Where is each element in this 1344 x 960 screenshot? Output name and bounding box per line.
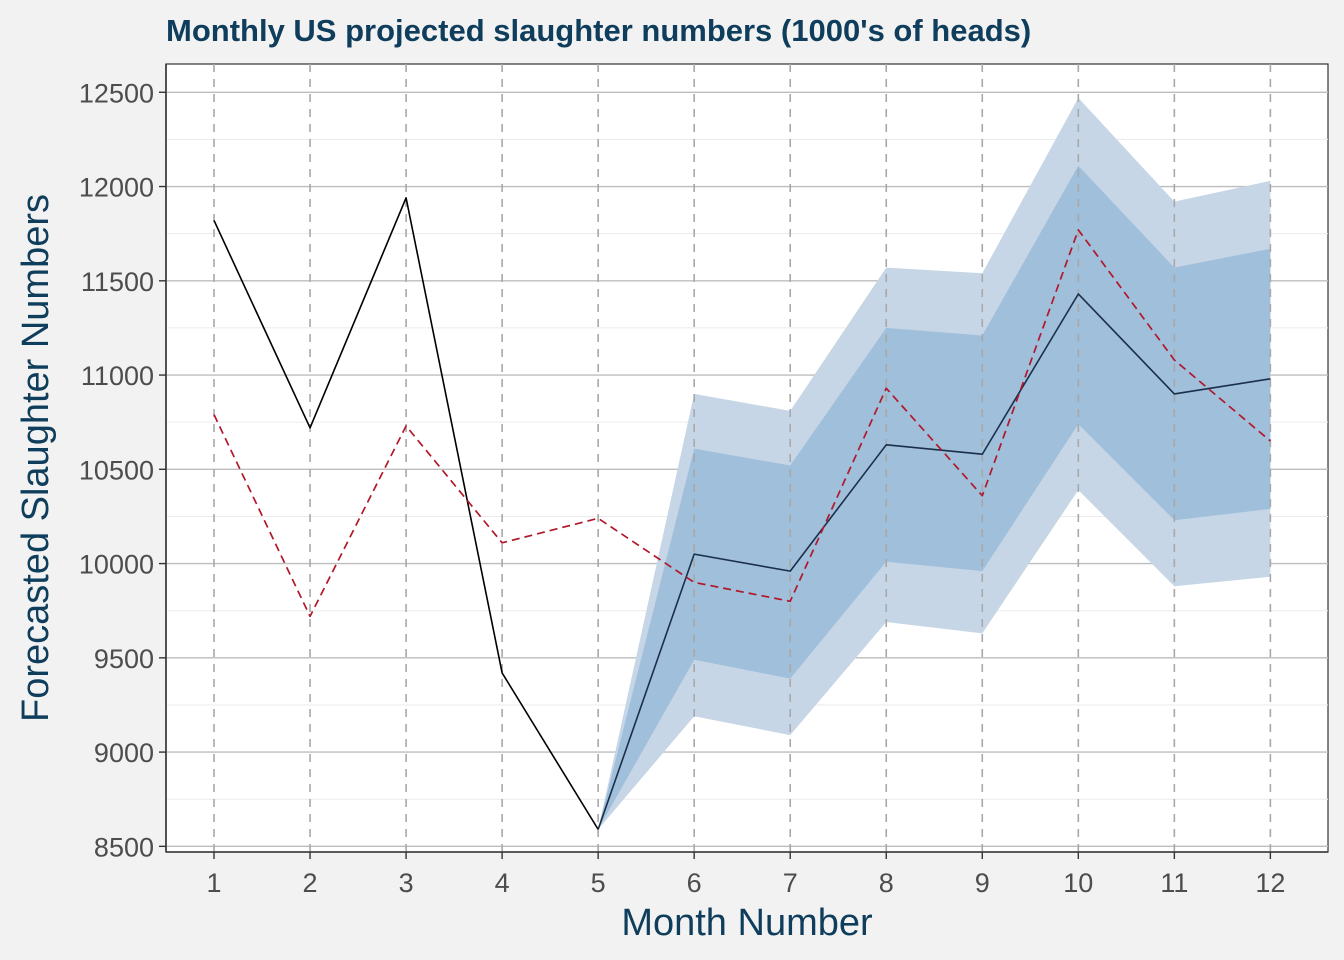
series-line-2 <box>597 293 1271 830</box>
series-line-1 <box>213 197 599 830</box>
x-tick-label: 4 <box>495 868 510 898</box>
x-tick-label: 11 <box>1160 868 1188 898</box>
y-tick-label: 10500 <box>79 455 154 485</box>
x-tick-label: 10 <box>1063 868 1093 898</box>
chart-title: Monthly US projected slaughter numbers (… <box>166 13 1031 48</box>
y-tick-label: 9500 <box>94 644 154 674</box>
x-axis-label: Month Number <box>621 902 873 944</box>
x-tick-label: 8 <box>879 868 894 898</box>
y-tick-label: 10000 <box>79 550 154 580</box>
y-tick-label: 12000 <box>79 173 154 203</box>
series-line-3 <box>213 229 1271 618</box>
y-tick-label: 11000 <box>81 361 154 391</box>
y-tick-label: 11500 <box>81 267 154 297</box>
series-lines <box>213 197 1271 830</box>
y-tick-label: 9000 <box>94 738 154 768</box>
x-tick-label: 6 <box>687 868 702 898</box>
y-axis-label: Forecasted Slaughter Numbers <box>15 194 57 722</box>
y-tick-label: 8500 <box>94 832 154 862</box>
forecast-bands <box>598 97 1271 830</box>
y-axis-ticks: 8500 9000 9500 10000 10500 11000 11500 12000 125… <box>79 78 166 862</box>
x-tick-label: 7 <box>783 868 798 898</box>
vertical-gridlines <box>213 64 1272 852</box>
x-tick-label: 2 <box>303 868 318 898</box>
x-tick-label: 12 <box>1255 868 1285 898</box>
x-axis-ticks: 1 2 3 4 5 6 7 8 9 10 11 12 <box>207 852 1285 898</box>
y-tick-label: 12500 <box>79 78 154 108</box>
x-tick-label: 1 <box>207 868 222 898</box>
x-tick-label: 5 <box>591 868 606 898</box>
x-tick-label: 9 <box>975 868 990 898</box>
forecast-band-inner <box>598 165 1271 830</box>
x-tick-label: 3 <box>399 868 414 898</box>
